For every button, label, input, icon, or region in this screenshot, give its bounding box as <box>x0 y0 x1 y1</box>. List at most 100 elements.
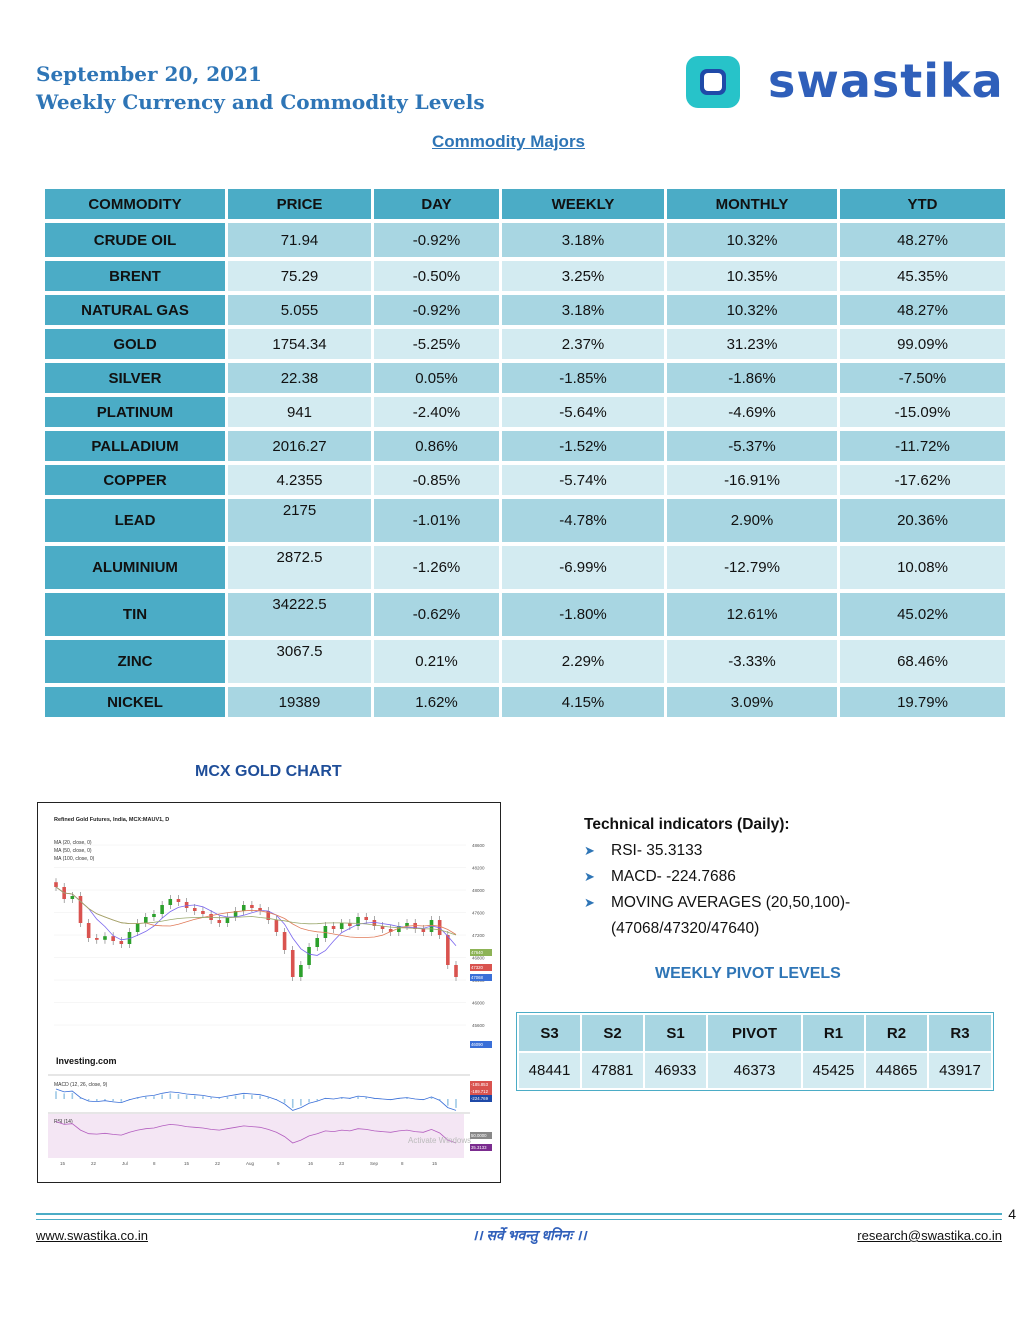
col-day: DAY <box>374 189 499 219</box>
cell-price: 5.055 <box>228 295 371 325</box>
col-s3: S3 <box>519 1015 580 1051</box>
price-tick: 46800 <box>472 956 485 961</box>
candle <box>364 917 369 920</box>
price-label-badge <box>470 1132 492 1139</box>
report-title: Weekly Currency and Commodity Levels <box>36 90 485 114</box>
value-r1: 45425 <box>803 1053 864 1088</box>
col-weekly: WEEKLY <box>502 189 664 219</box>
candle <box>339 923 344 929</box>
macd-line <box>55 1088 457 1111</box>
cell-weekly: 3.25% <box>502 261 664 291</box>
candle <box>274 920 279 932</box>
pivot-table: S3 S2 S1 PIVOT R1 R2 R3 48441 47881 4693… <box>516 1012 994 1091</box>
candle <box>307 947 311 965</box>
cell-ytd: 48.27% <box>840 295 1005 325</box>
candle <box>348 923 352 926</box>
candle <box>119 941 124 944</box>
cell-commodity: PLATINUM <box>45 397 225 427</box>
price-label: -185.853 <box>471 1082 489 1087</box>
page-number: 4 <box>1008 1206 1016 1222</box>
cell-weekly: 3.18% <box>502 223 664 257</box>
cell-weekly: 2.37% <box>502 329 664 359</box>
col-s1: S1 <box>645 1015 706 1051</box>
ma-title: MOVING AVERAGES (20,50,100)- <box>611 894 851 911</box>
source-label: Investing.com <box>56 1056 117 1066</box>
moving-averages <box>55 886 457 956</box>
candle <box>192 908 197 911</box>
cell-monthly: -4.69% <box>667 397 837 427</box>
website-link[interactable]: www.swastika.co.in <box>36 1228 148 1243</box>
x-tick: 22 <box>91 1161 97 1166</box>
candle <box>168 899 173 905</box>
cell-monthly: -5.37% <box>667 431 837 461</box>
macd-label: MACD (12, 26, close, 9) <box>54 1082 108 1088</box>
table-row: SILVER 22.38 0.05% -1.85% -1.86% -7.50% <box>45 363 1005 393</box>
cell-price: 19389 <box>228 687 371 717</box>
chart-title: Refined Gold Futures, India, MCX:MAUV1, … <box>54 817 169 823</box>
table-row: LEAD 2175 -1.01% -4.78% 2.90% 20.36% <box>45 499 1005 542</box>
price-label: 47320 <box>471 965 484 970</box>
cell-price: 4.2355 <box>228 465 371 495</box>
table-row: ZINC 3067.5 0.21% 2.29% -3.33% 68.46% <box>45 640 1005 683</box>
price-tick: 47200 <box>472 933 485 938</box>
cell-monthly: 2.90% <box>667 499 837 542</box>
gold-chart-heading: MCX GOLD CHART <box>195 763 342 780</box>
price-label-badge <box>470 1088 492 1095</box>
brand-logo: swastika <box>686 54 1006 112</box>
ma-legend-20: MA (20, close, 0) <box>54 840 92 846</box>
gold-chart-image: Refined Gold Futures, India, MCX:MAUV1, … <box>37 802 501 1183</box>
cell-price: 34222.5 <box>228 593 371 636</box>
price-tick: 48600 <box>472 843 485 848</box>
cell-day: -5.25% <box>374 329 499 359</box>
table-row: NICKEL 19389 1.62% 4.15% 3.09% 19.79% <box>45 687 1005 717</box>
email-link[interactable]: research@swastika.co.in <box>857 1228 1002 1243</box>
candle <box>95 938 99 940</box>
candle <box>160 905 164 914</box>
cell-weekly: 4.15% <box>502 687 664 717</box>
col-monthly: MONTHLY <box>667 189 837 219</box>
cell-day: -2.40% <box>374 397 499 427</box>
cell-price: 2175 <box>228 499 371 542</box>
macd-panel <box>55 1088 457 1111</box>
col-ytd: YTD <box>840 189 1005 219</box>
rsi-panel <box>55 1121 457 1144</box>
candle <box>250 905 254 908</box>
candle <box>380 926 385 929</box>
cell-price: 941 <box>228 397 371 427</box>
right-axis-labels: 47640 47320 47068 46090 -185.853 -189.712 -224… <box>470 949 492 1151</box>
candle <box>143 917 148 923</box>
candle <box>282 932 287 950</box>
ma-legend-50: MA (50, close, 0) <box>54 848 92 854</box>
cell-commodity: CRUDE OIL <box>45 223 225 257</box>
table-row: PALLADIUM 2016.27 0.86% -1.52% -5.37% -1… <box>45 431 1005 461</box>
cell-ytd: 48.27% <box>840 223 1005 257</box>
pivot-value-row: 48441 47881 46933 46373 45425 44865 4391… <box>519 1053 991 1088</box>
logo-mark-icon <box>686 56 740 108</box>
price-label-badge <box>470 974 492 981</box>
value-r2: 44865 <box>866 1053 927 1088</box>
candle <box>454 965 458 977</box>
price-label: 47068 <box>471 975 484 980</box>
candle <box>315 938 320 947</box>
cell-monthly: -12.79% <box>667 546 837 589</box>
x-tick: Jul <box>122 1161 128 1166</box>
candle <box>388 929 393 932</box>
value-s3: 48441 <box>519 1053 580 1088</box>
cell-price: 22.38 <box>228 363 371 393</box>
footer-divider <box>36 1213 1002 1220</box>
table-row: COPPER 4.2355 -0.85% -5.74% -16.91% -17.… <box>45 465 1005 495</box>
cell-ytd: -17.62% <box>840 465 1005 495</box>
cell-monthly: -1.86% <box>667 363 837 393</box>
candle <box>413 923 417 929</box>
table-row: NATURAL GAS 5.055 -0.92% 3.18% 10.32% 48… <box>45 295 1005 325</box>
commodity-header-row: COMMODITY PRICE DAY WEEKLY MONTHLY YTD <box>45 189 1005 219</box>
rsi-line <box>55 1121 457 1144</box>
candle <box>103 936 107 940</box>
ma100-line <box>55 886 457 936</box>
cell-commodity: NICKEL <box>45 687 225 717</box>
gold-chart-svg: Refined Gold Futures, India, MCX:MAUV1, … <box>48 811 492 1169</box>
cell-ytd: -15.09% <box>840 397 1005 427</box>
ma-values: (47068/47320/47640) <box>611 920 760 937</box>
value-s2: 47881 <box>582 1053 643 1088</box>
cell-weekly: 3.18% <box>502 295 664 325</box>
